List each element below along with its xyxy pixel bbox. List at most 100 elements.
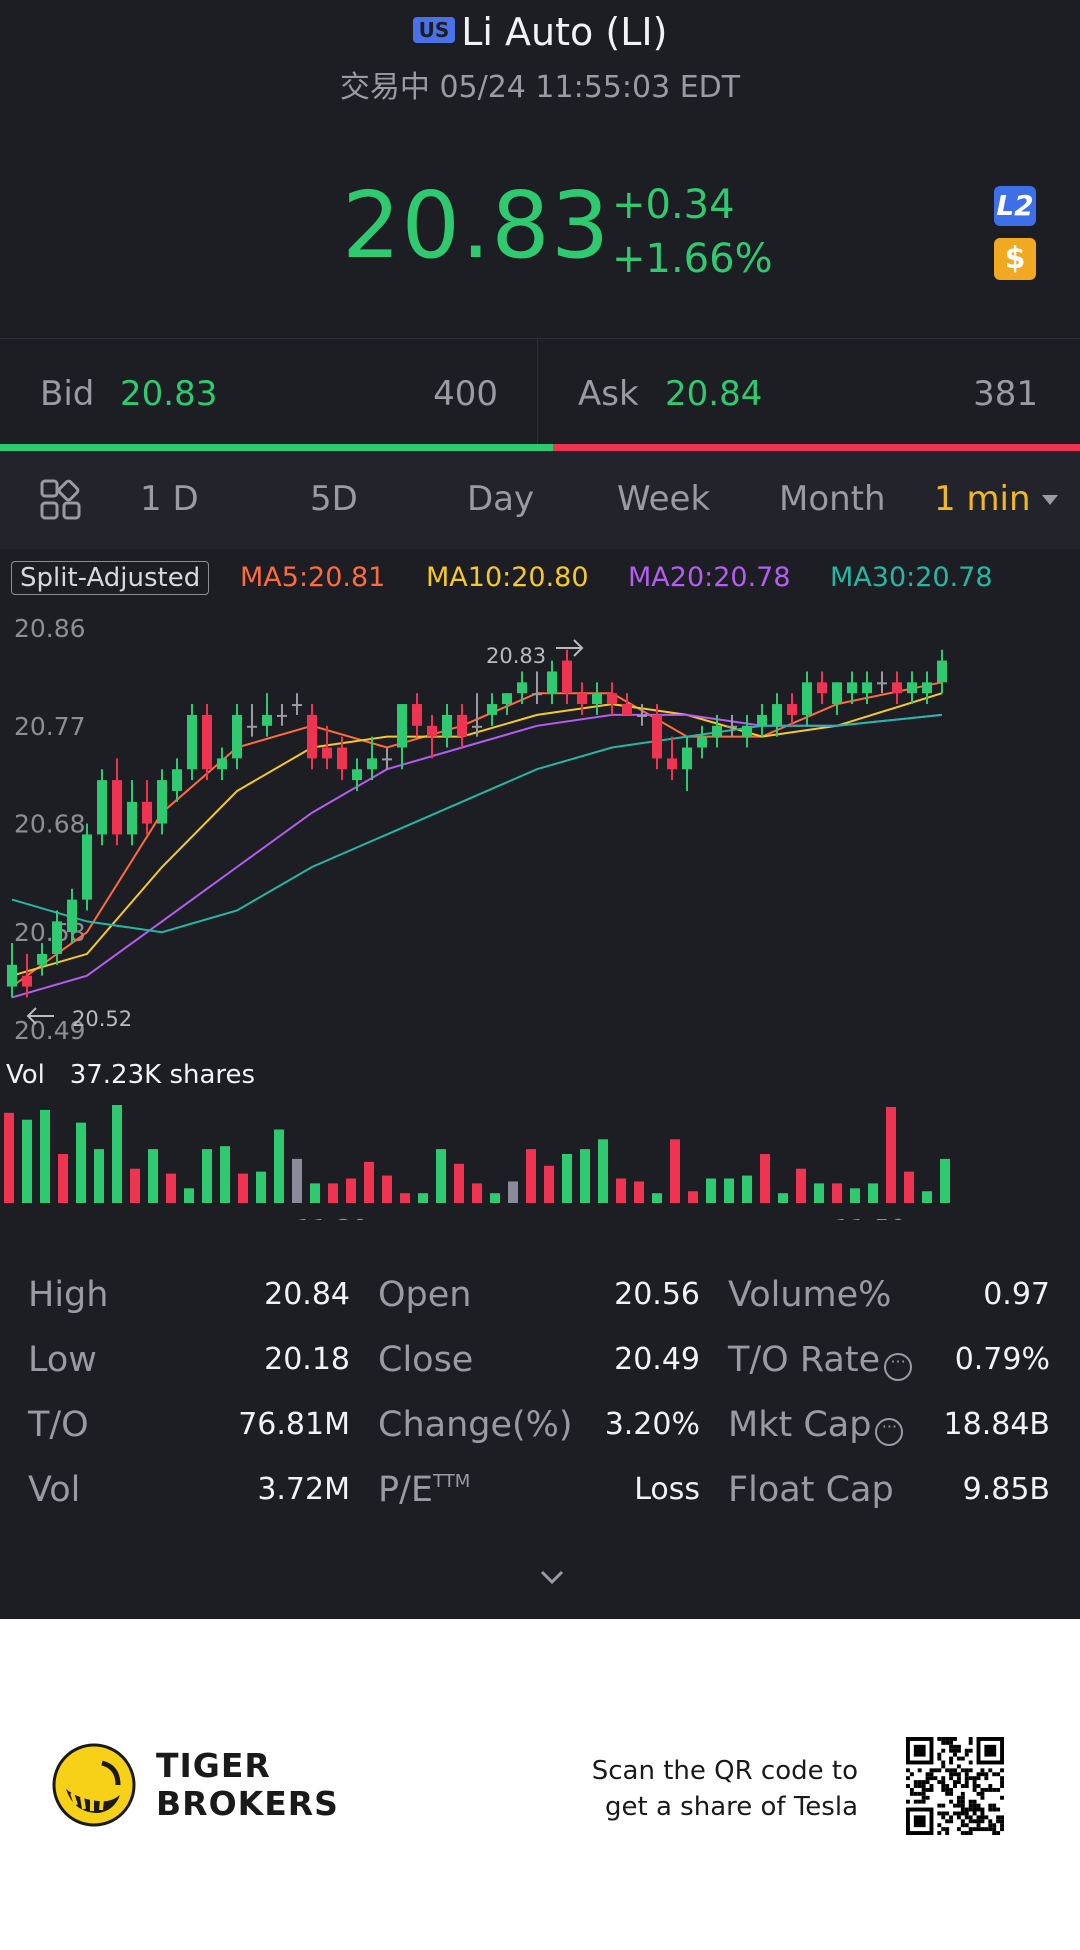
level2-icon[interactable]: L2 [994,186,1036,226]
stat-change-value: 3.20% [604,1407,700,1442]
volume-bar [418,1193,428,1203]
volume-bar [796,1168,806,1203]
candle-body [127,801,137,835]
divider [0,338,1080,339]
bid-ask-separator [537,340,538,444]
y-tick-label: 20.68 [14,810,86,839]
candle-body [367,758,377,770]
info-icon[interactable]: ··· [875,1418,904,1446]
candle-body [217,758,227,770]
stats-grid: High 20.84 Open 20.56 Volume% 0.97 Low 2… [0,1265,1080,1545]
last-price: 20.83 [342,172,611,279]
volume-value: 37.23K shares [69,1060,256,1090]
tab-month[interactable]: Month [779,479,886,519]
volume-bar [166,1173,176,1203]
stat-to-rate: T/O Rate ··· [728,1340,913,1381]
candle-body [52,921,62,954]
candle-body [742,725,752,737]
volume-bar [814,1183,824,1203]
tab-5d[interactable]: 5D [310,479,358,519]
ask-strength-bar [552,444,1080,451]
stat-pe-value: Loss [634,1472,700,1507]
volume-bar [238,1173,248,1203]
candle-body [352,769,362,781]
stat-vol-label: Vol [28,1470,81,1510]
candle-body [442,714,452,737]
candle-body [427,725,437,737]
stat-to-value: 76.81M [238,1407,350,1442]
stat-mkt-cap: Mkt Cap ··· [728,1405,904,1446]
candle-body [712,725,722,737]
volume-bar [724,1178,734,1203]
chevron-down-icon[interactable] [1042,495,1058,505]
candle-body [562,660,572,694]
tab-day[interactable]: Day [467,479,535,519]
stat-vol-value: 3.72M [257,1472,350,1507]
footer-banner: TIGER BROKERS Scan the QR code to get a … [0,1619,1080,1950]
candle-body [142,801,152,824]
volume-bar [454,1163,464,1203]
candle-body [412,704,422,726]
quote-block: 20.83 +0.34 +1.66% [0,170,1080,290]
grid-layout-icon[interactable] [40,479,82,521]
candle-body [577,693,587,705]
ask-price: 20.84 [665,374,763,414]
volume-bar [94,1149,104,1203]
dollar-icon[interactable]: $ [994,238,1036,280]
chevron-down-icon[interactable] [538,1563,566,1591]
volume-bar [868,1183,878,1203]
volume-bar [328,1183,338,1203]
volume-bar [850,1188,860,1203]
candle-body [622,704,632,715]
tab-1min[interactable]: 1 min [934,479,1031,519]
volume-bar [886,1106,896,1203]
volume-bar [472,1183,482,1203]
volume-bar [706,1178,716,1203]
tiger-brokers-logo-icon [52,1743,136,1827]
candle-body [172,769,182,791]
stat-pe: P/ETTM [378,1470,470,1510]
candle-body [262,714,272,726]
volume-bar [904,1171,914,1203]
tab-week[interactable]: Week [617,479,711,519]
volume-bar [112,1105,122,1203]
volume-label: Vol 37.23K shares [6,1060,256,1090]
stat-to-rate-label: T/O Rate [728,1340,881,1380]
stat-mkt-cap-label: Mkt Cap [728,1405,872,1445]
volume-bar [940,1158,950,1203]
volume-bar [400,1193,410,1203]
candle-body [337,747,347,770]
stat-float-cap-label: Float Cap [728,1470,894,1510]
price-change: +0.34 +1.66% [612,178,773,286]
stat-to-rate-value: 0.79% [954,1342,1050,1377]
stat-open-value: 20.56 [614,1277,700,1312]
stat-low-label: Low [28,1340,97,1380]
price-chart[interactable]: 20.8620.7720.6820.5820.4920.8320.5211:20… [0,600,1080,1220]
candle-body [817,682,827,694]
bid-ask-row[interactable]: Bid 20.83 400 Ask 20.84 381 [0,340,1080,444]
volume-bar [598,1139,608,1203]
candle-body [37,953,47,965]
period-tabs: 1 D 5D Day Week Month 1 min [0,451,1080,549]
bid-price: 20.83 [120,374,218,414]
volume-bar [778,1193,788,1203]
y-tick-label: 20.49 [14,1016,86,1045]
stat-volume-pct-label: Volume% [728,1275,892,1315]
candle-body [922,682,932,694]
tab-1d[interactable]: 1 D [140,479,199,519]
candle-body [112,780,122,835]
x-tick-label: 11:20 [296,1214,368,1220]
volume-bar [274,1129,284,1203]
market-status: 交易中 05/24 11:55:03 EDT [339,70,741,105]
volume-bar [346,1178,356,1203]
candle-body [892,682,902,694]
stat-close-value: 20.49 [614,1342,700,1377]
candle-body [727,725,737,728]
volume-bar [202,1149,212,1203]
info-icon[interactable]: ··· [884,1353,913,1381]
candle-body [907,682,917,694]
stat-high-label: High [28,1275,109,1315]
split-adjusted-tag[interactable]: Split-Adjusted [11,561,210,595]
volume-bar [382,1175,392,1203]
candle-body [322,747,332,759]
